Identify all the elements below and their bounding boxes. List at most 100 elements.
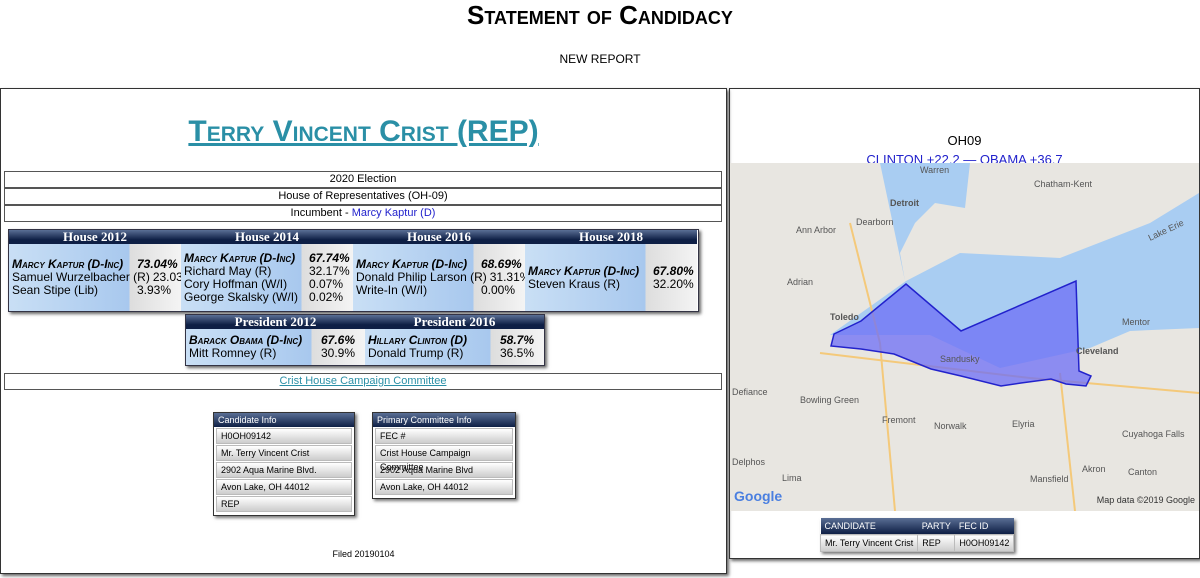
map-label: Canton (1128, 467, 1157, 477)
info-line: Mr. Terry Vincent Crist (216, 445, 352, 461)
table-cell: H0OH09142 (954, 534, 1015, 552)
vote-share: 67.6% (321, 333, 356, 347)
map-label: Lima (782, 473, 802, 483)
result-header: President 2016 (365, 315, 544, 329)
committee-link[interactable]: Crist House Campaign Committee (4, 373, 722, 390)
info-line: 2902 Aqua Marine Blvd (375, 462, 513, 478)
vote-share: 67.74% (309, 250, 350, 265)
district-label: OH09 (947, 133, 982, 148)
map-label: Norwalk (934, 421, 967, 431)
result-row: Marcy Kaptur (D-Inc) 67.80% (525, 263, 697, 278)
result-block: President 2012 Barack Obama (D-Inc) 67.6% M… (186, 315, 365, 365)
info-line: FEC # (375, 428, 513, 444)
map-label: Akron (1082, 464, 1106, 474)
info-line: H0OH09142 (216, 428, 352, 444)
district-map[interactable]: Warren Detroit Chatham-Kent Ann Arbor Dearbo… (730, 163, 1199, 511)
candidate: Mitt Romney (R) (189, 346, 277, 360)
lake-st-clair (880, 163, 970, 281)
vote-share: 0.02% (309, 289, 344, 304)
result-row: Donald Trump (R) 36.5% (365, 347, 544, 360)
info-line: Avon Lake, OH 44012 (375, 479, 513, 495)
candidate: Marcy Kaptur (D-Inc) (12, 257, 124, 271)
column-header: CANDIDATE (820, 518, 918, 535)
map-label: Ann Arbor (796, 225, 836, 235)
candidate: Hillary Clinton (D) (368, 333, 468, 347)
vote-share: 0.07% (309, 276, 344, 291)
map-label: Mentor (1122, 317, 1150, 327)
info-line: Avon Lake, OH 44012 (216, 479, 352, 495)
result-header: President 2012 (186, 315, 365, 329)
election-row: 2020 Election (4, 171, 722, 188)
map-label: Mansfield (1030, 474, 1069, 484)
info-header: Candidate Info (214, 413, 354, 427)
subtitle: NEW REPORT (559, 52, 641, 66)
map-label: Toledo (830, 312, 859, 322)
map-label: Sandusky (940, 354, 980, 364)
map-label: Cleveland (1076, 346, 1119, 356)
result-block: House 2012 Marcy Kaptur (D-Inc) 73.04% Samu… (9, 230, 194, 311)
candidate: Marcy Kaptur (D-Inc) (528, 263, 640, 278)
vote-share: 68.69% (481, 257, 522, 271)
candidate-name[interactable]: Terry Vincent Crist (REP) (188, 115, 539, 148)
candidate: George Skalsky (W/I) (184, 289, 299, 304)
result-row: Mitt Romney (R) 30.9% (186, 347, 365, 360)
candidate-panel: Terry Vincent Crist (REP) 2020 Election … (0, 88, 727, 574)
candidate: Richard May (R) (184, 263, 272, 278)
vote-share: 3.93% (137, 283, 172, 297)
result-body: Marcy Kaptur (D-Inc) 73.04% Samuel Wurzelb… (9, 244, 194, 311)
column-header: FEC ID (954, 518, 1014, 535)
result-body: Marcy Kaptur (D-Inc) 67.80% Steven Kraus (… (525, 244, 697, 311)
candidate: Steven Kraus (R) (528, 276, 621, 291)
district-shape (830, 279, 1093, 387)
summary-table: CANDIDATE PARTY FEC ID Mr. Terry Vincent Cr… (819, 518, 1015, 552)
table-cell: Mr. Terry Vincent Crist (819, 534, 919, 552)
candidate: Samuel Wurzelbacher (R) (12, 270, 150, 284)
incumbent-label: Incumbent - (290, 207, 349, 219)
candidate: Cory Hoffman (W/I) (184, 276, 288, 291)
column-header: PARTY (917, 518, 955, 535)
result-row: Sean Stipe (Lib) 3.93% (9, 284, 181, 297)
info-line: Crist House Campaign Committee (375, 445, 513, 472)
candidate: Marcy Kaptur (D-Inc) (184, 250, 296, 265)
table-cell: REP (917, 534, 956, 552)
info-line: 2902 Aqua Marine Blvd. (216, 462, 352, 478)
map-label: Defiance (732, 387, 768, 397)
result-row: Donald Philip Larson (R) 31.31% (353, 270, 530, 284)
result-block: House 2014 Marcy Kaptur (D-Inc) 67.74% Rich… (181, 230, 353, 311)
office-row: House of Representatives (OH-09) (4, 188, 722, 205)
vote-share: 73.04% (137, 257, 178, 271)
result-header: House 2012 (9, 230, 181, 244)
vote-share: 36.5% (500, 346, 535, 360)
result-body: Marcy Kaptur (D-Inc) 68.69% Donald Philip … (353, 244, 530, 311)
result-block: House 2016 Marcy Kaptur (D-Inc) 68.69% Dona… (353, 230, 530, 311)
map-logo: Google (734, 488, 782, 504)
president-results: President 2012 Barack Obama (D-Inc) 67.6% M… (185, 314, 545, 366)
filed-date: Filed 20190104 (332, 549, 395, 559)
candidate: Donald Trump (R) (368, 346, 464, 360)
result-row: Hillary Clinton (D) 58.7% (365, 334, 544, 347)
map-label: Adrian (787, 277, 813, 287)
result-row: Marcy Kaptur (D-Inc) 68.69% (353, 258, 525, 271)
map-label: Fremont (882, 415, 916, 425)
result-body: Barack Obama (D-Inc) 67.6% Mitt Romney (R)… (186, 329, 365, 365)
committee-info: Primary Committee Info FEC # Crist House C… (372, 412, 516, 499)
result-header: House 2016 (353, 230, 525, 244)
map-label: Dearborn (856, 217, 894, 227)
result-row: Richard May (R) 32.17% (181, 263, 353, 278)
map-label: Detroit (890, 198, 919, 208)
candidate: Marcy Kaptur (D-Inc) (356, 257, 468, 271)
candidate: Donald Philip Larson (R) (356, 270, 487, 284)
map-label: Delphos (732, 457, 766, 467)
info-line: REP (216, 496, 352, 512)
info-header: Primary Committee Info (373, 413, 515, 427)
map-label: Chatham-Kent (1034, 179, 1093, 189)
result-body: Hillary Clinton (D) 58.7% Donald Trump (R)… (365, 329, 544, 365)
map-label: Bowling Green (800, 395, 859, 405)
result-row: Write-In (W/I) 0.00% (353, 284, 525, 297)
incumbent-row: Incumbent - Marcy Kaptur (D) (4, 205, 722, 222)
incumbent-name[interactable]: Marcy Kaptur (D) (351, 207, 436, 219)
page-title: Statement of Candidacy (467, 0, 733, 30)
vote-share: 58.7% (500, 333, 535, 347)
header-row: CANDIDATE PARTY FEC ID (820, 518, 1014, 535)
